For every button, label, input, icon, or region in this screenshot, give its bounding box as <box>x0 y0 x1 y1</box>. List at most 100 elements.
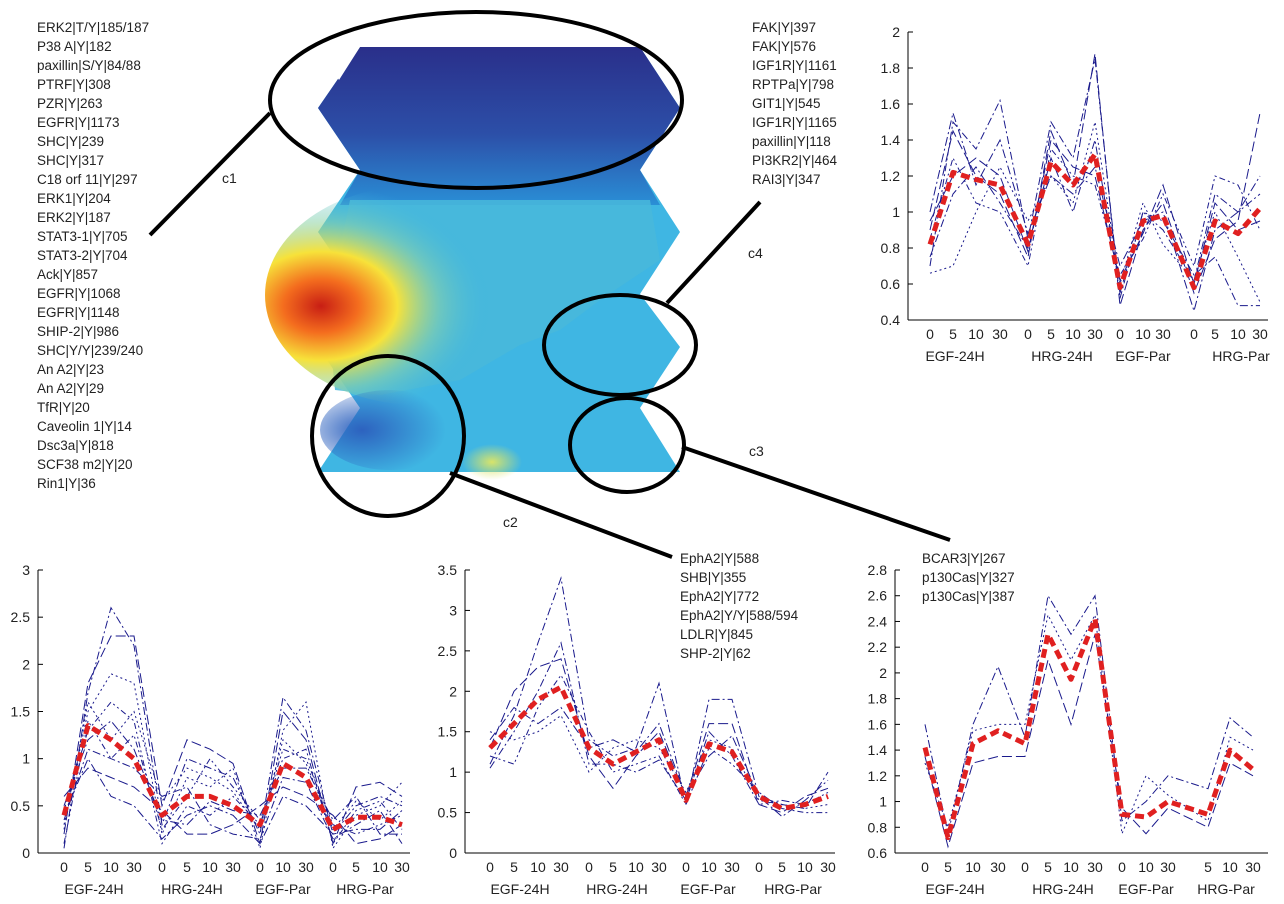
member-series-line <box>63 700 403 831</box>
x-tick-label: 10 <box>103 859 119 875</box>
x-tick-label: 10 <box>965 859 981 875</box>
x-tick-label: 0 <box>329 859 337 875</box>
x-tick-label: 5 <box>510 859 518 875</box>
x-tick-label: 0 <box>921 859 929 875</box>
member-series-line <box>63 748 403 844</box>
gene-item: EphA2|Y/Y|588/594 <box>680 608 799 623</box>
y-tick-label: 2.8 <box>868 562 888 578</box>
connector-c1 <box>148 111 272 237</box>
x-tick-label: 5 <box>944 859 952 875</box>
y-tick-label: 0.5 <box>438 805 458 821</box>
gene-item: RAI3|Y|347 <box>752 172 821 187</box>
x-tick-label: 30 <box>1155 326 1171 342</box>
x-group-label: EGF-Par <box>255 881 311 897</box>
gene-item: ERK2|T/Y|185/187 <box>37 20 150 35</box>
cluster-label-c1: c1 <box>222 170 237 186</box>
x-tick-label: 10 <box>1065 326 1081 342</box>
member-series-line <box>489 706 829 818</box>
chart-c4: 0.40.60.811.21.41.61.820 5 10 30 0 5 10 30 0 10 30… <box>881 24 1271 364</box>
x-tick-label: 10 <box>275 859 291 875</box>
x-tick-label: 30 <box>225 859 241 875</box>
member-series-line <box>929 111 1261 313</box>
member-series-line <box>924 634 1254 849</box>
gene-item: C18 orf 11|Y|297 <box>37 172 138 187</box>
y-tick-label: 3 <box>449 602 457 618</box>
y-tick-label: 1.6 <box>868 716 888 732</box>
gene-item: IGF1R|Y|1161 <box>752 58 837 73</box>
y-tick-label: 2.4 <box>868 613 888 629</box>
gene-item: EGFR|Y|1068 <box>37 286 121 301</box>
x-tick-label: 10 <box>628 859 644 875</box>
gene-item: SHC|Y/Y|239/240 <box>37 343 144 358</box>
x-group-label: HRG-24H <box>161 881 222 897</box>
gene-item: An A2|Y|23 <box>37 362 105 377</box>
gene-item: p130Cas|Y|387 <box>922 589 1015 604</box>
x-tick-label: 5 <box>84 859 92 875</box>
member-series-line <box>63 720 402 835</box>
gene-item: Dsc3a|Y|818 <box>37 438 114 453</box>
y-tick-label: 1 <box>22 751 30 767</box>
x-tick-label: 0 <box>755 859 763 875</box>
y-tick-label: 2 <box>892 24 900 40</box>
member-series-line <box>924 613 1254 836</box>
gene-item: paxillin|S/Y|84/88 <box>37 58 141 73</box>
y-tick-label: 0.8 <box>881 240 901 256</box>
member-series-line <box>63 673 403 851</box>
x-tick-label: 30 <box>990 859 1006 875</box>
cluster-ellipse-c2 <box>310 354 466 518</box>
x-tick-label: 30 <box>820 859 836 875</box>
gene-item: RPTPa|Y|798 <box>752 77 835 92</box>
x-tick-label: 30 <box>651 859 667 875</box>
mean-series-line <box>61 723 403 832</box>
y-tick-label: 1.4 <box>881 132 901 148</box>
cluster-ellipse-c3 <box>568 396 686 494</box>
y-tick-label: 1.8 <box>881 60 901 76</box>
x-tick-label: 10 <box>1063 859 1079 875</box>
gene-item: P38 A|Y|182 <box>37 39 112 54</box>
x-group-label: EGF-Par <box>1118 881 1174 897</box>
y-tick-label: 1.5 <box>11 704 31 720</box>
x-tick-label: 5 <box>949 326 957 342</box>
y-tick-label: 1.5 <box>438 724 458 740</box>
y-tick-label: 1 <box>449 764 457 780</box>
cluster-ellipse-c1 <box>268 10 684 190</box>
member-series-line <box>63 606 403 849</box>
gene-item: EphA2|Y|588 <box>680 551 760 566</box>
member-series-line <box>489 714 829 810</box>
chart-c2: 00.511.522.533.50 5 10 30 0 5 10 30 0 10 30 0 5 10 30E… <box>438 562 836 897</box>
gene-item: PI3KR2|Y|464 <box>752 153 838 168</box>
x-tick-label: 5 <box>1044 859 1052 875</box>
x-group-label: HRG-Par <box>1212 348 1270 364</box>
mean-series-line <box>488 684 829 811</box>
cluster-annotations <box>148 10 951 559</box>
y-tick-label: 2.2 <box>868 639 888 655</box>
member-series-line <box>63 757 403 845</box>
connector-c3 <box>681 445 951 542</box>
x-tick-label: 10 <box>372 859 388 875</box>
x-tick-label: 5 <box>1204 859 1212 875</box>
gene-list-c4: FAK|Y|397 FAK|Y|576 IGF1R|Y|1161 RPTPa|Y|79… <box>752 18 837 189</box>
x-tick-label: 30 <box>126 859 142 875</box>
gene-item: SHB|Y|355 <box>680 570 747 585</box>
member-series-line <box>489 658 829 814</box>
y-tick-label: 2 <box>449 683 457 699</box>
y-tick-label: 1.2 <box>881 168 901 184</box>
x-tick-label: 0 <box>682 859 690 875</box>
y-tick-label: 1 <box>892 204 900 220</box>
y-tick-label: 2.5 <box>438 643 458 659</box>
x-tick-label: 0 <box>1116 326 1124 342</box>
x-group-label: EGF-Par <box>680 881 736 897</box>
x-tick-label: 30 <box>1160 859 1176 875</box>
y-tick-label: 2.5 <box>11 609 31 625</box>
heatmap-dark-spot <box>320 390 460 470</box>
x-tick-label: 10 <box>202 859 218 875</box>
x-tick-label: 10 <box>797 859 813 875</box>
member-series-line <box>63 635 403 846</box>
x-tick-label: 0 <box>60 859 68 875</box>
x-group-label: EGF-24H <box>490 881 549 897</box>
x-group-label: EGF-Par <box>1115 348 1171 364</box>
member-series-line <box>929 138 1261 286</box>
x-group-label: HRG-Par <box>336 881 394 897</box>
y-tick-label: 1.6 <box>881 96 901 112</box>
y-tick-label: 2 <box>22 656 30 672</box>
